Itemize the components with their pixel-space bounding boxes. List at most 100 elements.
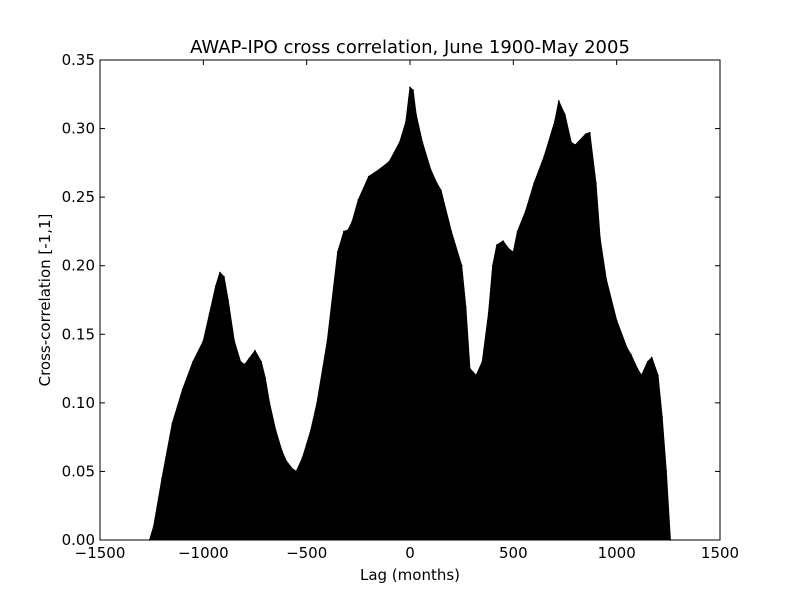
data-point: [378, 168, 380, 171]
data-point: [161, 477, 163, 480]
y-tick-label: 0.05: [62, 462, 95, 480]
data-point: [347, 229, 349, 231]
data-point: [326, 340, 329, 342]
data-point: [512, 251, 515, 253]
y-tick-label: 0.20: [62, 257, 95, 275]
data-point: [310, 429, 312, 432]
data-point: [640, 374, 643, 377]
data-point: [152, 525, 155, 528]
data-point: [436, 182, 438, 185]
y-tick-label: 0.15: [62, 325, 95, 343]
data-point: [260, 360, 263, 363]
data-point: [351, 221, 353, 223]
x-tick-label: 0: [405, 544, 415, 562]
data-point: [599, 237, 601, 240]
data-point: [475, 374, 477, 377]
data-point: [357, 199, 360, 201]
data-point: [254, 349, 256, 352]
data-point: [192, 360, 194, 363]
data-point: [316, 402, 318, 404]
data-point: [661, 415, 663, 418]
data-point: [553, 120, 556, 123]
data-point: [646, 360, 649, 363]
data-point: [605, 278, 608, 281]
data-point: [487, 312, 490, 315]
data-point: [481, 360, 484, 363]
data-point: [543, 155, 546, 157]
data-point: [243, 363, 246, 366]
data-point: [291, 467, 294, 470]
data-point: [409, 86, 411, 89]
data-point: [574, 144, 577, 146]
data-point: [305, 443, 308, 445]
data-point: [295, 470, 298, 473]
data-point: [202, 340, 205, 342]
chart-title: AWAP-IPO cross correlation, June 1900-Ma…: [190, 37, 630, 58]
data-point: [421, 141, 424, 144]
data-point: [615, 319, 618, 322]
data-point: [219, 271, 221, 274]
x-tick-label: 1000: [598, 544, 636, 562]
data-point: [502, 240, 504, 242]
data-point: [343, 230, 345, 233]
y-tick-label: 0.00: [62, 531, 95, 549]
data-point: [239, 360, 242, 363]
y-tick-label: 0.30: [62, 120, 95, 138]
data-point: [570, 141, 572, 144]
data-point: [171, 422, 174, 425]
series-area-0: [148, 86, 671, 541]
data-point: [429, 168, 432, 171]
data-point: [584, 133, 587, 135]
data-point: [564, 114, 566, 116]
data-point: [516, 230, 519, 233]
data-point: [214, 285, 217, 288]
x-tick-label: 500: [499, 544, 528, 562]
data-point: [465, 306, 467, 308]
data-point: [388, 160, 391, 163]
data-point: [281, 450, 283, 452]
x-tick-label: 1500: [701, 544, 739, 562]
data-point: [233, 340, 236, 342]
data-point: [533, 182, 535, 185]
data-point: [264, 377, 267, 380]
data-point: [274, 429, 277, 432]
data-point: [301, 456, 304, 459]
data-point: [665, 470, 668, 473]
data-point: [208, 312, 211, 315]
data-point: [636, 367, 639, 370]
ticks: −1500 −1000 −500 0 500 1000 1500 0.00 0.05 0.10 0.…: [62, 51, 740, 562]
x-tick-label: −500: [286, 544, 327, 562]
data-point: [268, 402, 271, 404]
data-point: [440, 189, 442, 192]
data-point: [558, 100, 560, 102]
data-point: [626, 347, 628, 349]
data-point: [491, 264, 494, 267]
x-axis-label: Lag (months): [360, 566, 460, 584]
y-tick-label: 0.10: [62, 394, 95, 412]
y-tick-label: 0.35: [62, 51, 95, 69]
data-point: [524, 210, 527, 212]
data-point: [248, 358, 250, 360]
data-point: [589, 131, 591, 134]
data-point: [630, 354, 632, 356]
data-point: [657, 374, 659, 377]
x-tick-label: −1000: [178, 544, 229, 562]
data-point: [223, 275, 225, 278]
data-point: [181, 388, 184, 390]
data-point: [405, 120, 407, 123]
data-point: [336, 251, 339, 253]
data-point: [508, 248, 511, 251]
data-point: [651, 356, 653, 359]
y-axis-label: Cross-correlation [-1,1]: [36, 214, 54, 387]
data-point: [415, 114, 418, 116]
data-point: [496, 244, 498, 246]
x-tick-label: −1500: [75, 544, 126, 562]
data-point: [367, 175, 370, 178]
data-point: [460, 264, 463, 267]
data-point: [469, 367, 471, 370]
data-point: [412, 89, 414, 91]
data-point: [285, 459, 287, 462]
plot-area: [148, 86, 672, 541]
data-point: [227, 299, 229, 301]
